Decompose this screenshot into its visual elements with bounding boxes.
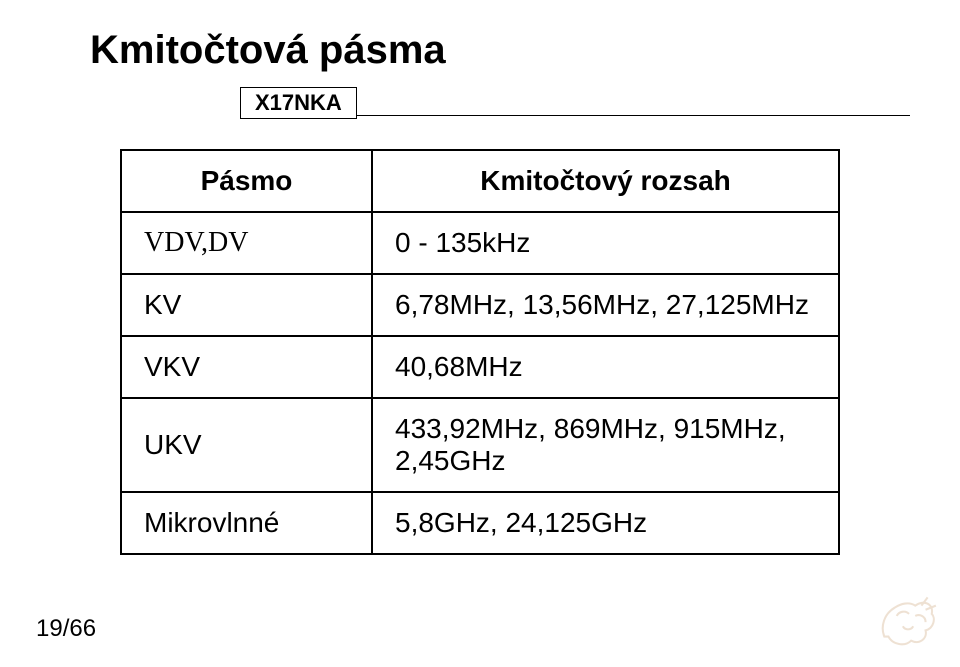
table-row: UKV 433,92MHz, 869MHz, 915MHz, 2,45GHz [121, 398, 839, 492]
table-row: Mikrovlnné 5,8GHz, 24,125GHz [121, 492, 839, 554]
table-row: VDV,DV 0 - 135kHz [121, 212, 839, 274]
lion-logo-icon [874, 585, 940, 651]
table-row: KV 6,78MHz, 13,56MHz, 27,125MHz [121, 274, 839, 336]
course-code-box: X17NKA [240, 87, 357, 119]
cell-band: VKV [121, 336, 372, 398]
table-header-row: Pásmo Kmitočtový rozsah [121, 150, 839, 212]
cell-band: Mikrovlnné [121, 492, 372, 554]
cell-range: 5,8GHz, 24,125GHz [372, 492, 839, 554]
cell-band: UKV [121, 398, 372, 492]
page-number: 19/66 [36, 615, 96, 643]
cell-range: 6,78MHz, 13,56MHz, 27,125MHz [372, 274, 839, 336]
cell-band: VDV,DV [121, 212, 372, 274]
cell-range: 433,92MHz, 869MHz, 915MHz, 2,45GHz [372, 398, 839, 492]
slide-page: Kmitočtová pásma X17NKA Pásmo Kmitočtový… [0, 0, 960, 667]
table-row: VKV 40,68MHz [121, 336, 839, 398]
table-body: VDV,DV 0 - 135kHz KV 6,78MHz, 13,56MHz, … [121, 212, 839, 554]
cell-range: 0 - 135kHz [372, 212, 839, 274]
frequency-bands-table: Pásmo Kmitočtový rozsah VDV,DV 0 - 135kH… [120, 149, 840, 555]
page-title: Kmitočtová pásma [90, 28, 900, 73]
cell-range: 40,68MHz [372, 336, 839, 398]
cell-band: KV [121, 274, 372, 336]
table-header-range: Kmitočtový rozsah [372, 150, 839, 212]
subtitle-wrap: X17NKA [240, 81, 900, 121]
table-header-band: Pásmo [121, 150, 372, 212]
